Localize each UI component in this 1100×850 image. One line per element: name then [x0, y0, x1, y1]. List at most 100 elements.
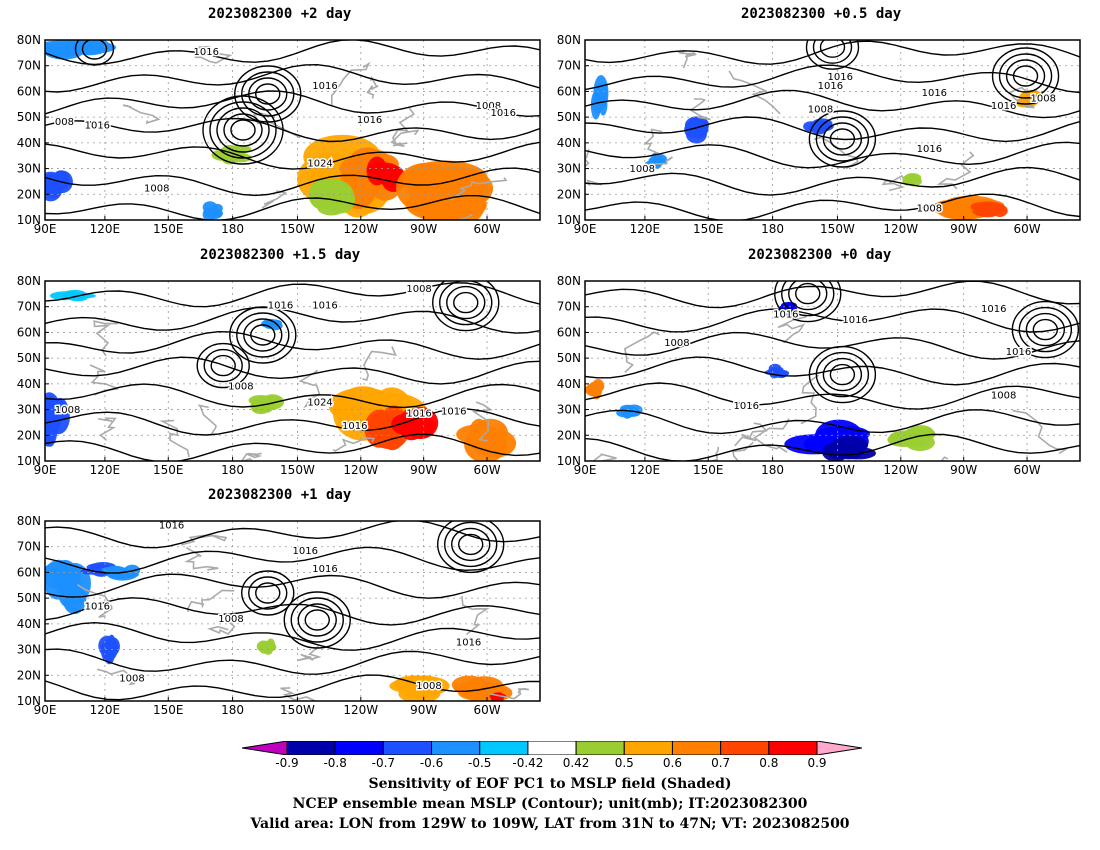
- mslp-contour: [45, 408, 540, 436]
- mslp-contour: [45, 383, 540, 409]
- sensitivity-shade: [970, 202, 996, 210]
- pressure-center-contour: [241, 570, 295, 616]
- mslp-contour: [45, 117, 540, 143]
- pressure-center-contour: [774, 281, 842, 323]
- pressure-center-contour: [1032, 318, 1059, 341]
- panel-title-1: 2023082300 +2 day: [208, 6, 352, 22]
- contour-label: 1008: [119, 674, 144, 685]
- lon-tick-label: 150W: [280, 222, 315, 236]
- coastline: [240, 452, 263, 461]
- coastline: [753, 418, 790, 453]
- contour-label: 008: [55, 117, 74, 128]
- sensitivity-shade: [45, 562, 71, 589]
- pressure-center-contour: [815, 351, 870, 398]
- pressure-center-contour: [451, 527, 491, 562]
- pressure-center-contour: [808, 345, 877, 404]
- colorbar-swatch: [623, 741, 673, 755]
- lat-tick-label: 70N: [17, 59, 41, 73]
- contour-label: 1016: [828, 72, 853, 83]
- mslp-contour: [585, 89, 1080, 119]
- lat-tick-label: 70N: [557, 59, 581, 73]
- contour-label: 1016: [293, 546, 318, 557]
- sensitivity-shade: [991, 204, 1008, 217]
- contour-label: 1008: [917, 203, 942, 214]
- lon-tick-label: 120E: [90, 463, 121, 477]
- contour-label: 1016: [406, 408, 431, 419]
- contour-label: 1008: [416, 681, 441, 692]
- lon-tick-label: 120W: [883, 463, 918, 477]
- pressure-center-contour: [795, 282, 821, 305]
- mslp-contour: [45, 621, 540, 651]
- lon-tick-label: 90E: [34, 222, 57, 236]
- pressure-center-contour: [822, 357, 863, 392]
- lat-tick-label: 10N: [17, 454, 41, 468]
- pressure-center-contour: [1018, 306, 1073, 353]
- pressure-center-contour: [781, 281, 835, 317]
- contour-label: 1008: [991, 390, 1016, 401]
- coastline: [732, 441, 754, 461]
- lon-tick-label: 120W: [883, 222, 918, 236]
- pressure-center-contour: [81, 40, 108, 60]
- pressure-center-contour: [283, 591, 351, 649]
- lon-tick-label: 120E: [630, 222, 661, 236]
- colorbar-swatch: [334, 741, 384, 755]
- lon-tick-label: 120E: [90, 703, 121, 717]
- mslp-contour: [45, 433, 540, 461]
- lat-tick-label: 10N: [557, 454, 581, 468]
- lon-tick-label: 180: [221, 222, 244, 236]
- colorbar-swatch: [768, 741, 818, 755]
- colorbar: [242, 741, 862, 755]
- coastline: [298, 369, 321, 409]
- lat-tick-label: 50N: [17, 591, 41, 605]
- sensitivity-shade: [398, 684, 441, 701]
- coastline: [800, 374, 819, 425]
- pressure-center-contour: [829, 128, 856, 150]
- pressure-center-contour: [829, 363, 856, 386]
- lat-tick-label: 10N: [17, 213, 41, 227]
- lon-tick-label: 120W: [343, 463, 378, 477]
- lon-tick-label: 120W: [343, 703, 378, 717]
- coastline: [331, 61, 371, 105]
- contour-label: 1016: [491, 108, 516, 119]
- pressure-center-contour: [446, 285, 486, 320]
- pressure-center-contour: [788, 281, 828, 311]
- coastline: [362, 346, 397, 381]
- lat-tick-label: 20N: [17, 187, 41, 201]
- sensitivity-shade: [589, 381, 598, 392]
- sensitivity-shade: [61, 40, 96, 53]
- lon-tick-label: 180: [761, 463, 784, 477]
- pressure-center-contour: [805, 40, 860, 70]
- coastline: [881, 174, 906, 192]
- contour-label: 1016: [922, 88, 947, 99]
- contour-label: 1016: [991, 101, 1016, 112]
- mslp-contour: [45, 674, 540, 701]
- map-frame: [584, 280, 1081, 462]
- contour-label: 1008: [1031, 94, 1056, 105]
- contour-label: 1008: [218, 614, 243, 625]
- lon-tick-label: 120W: [343, 222, 378, 236]
- contour-label: 1016: [357, 115, 382, 126]
- lat-tick-label: 10N: [557, 213, 581, 227]
- mslp-contour: [585, 308, 1080, 333]
- mslp-contour: [45, 167, 540, 197]
- mslp-contour: [585, 166, 1080, 196]
- contour-label: 1016: [312, 300, 337, 311]
- pressure-center-contour: [241, 71, 295, 117]
- pressure-center-contour: [223, 113, 263, 147]
- lat-tick-label: 80N: [17, 514, 41, 528]
- pressure-center-contour: [815, 116, 870, 162]
- coastline: [940, 456, 949, 461]
- lon-tick-label: 150W: [820, 463, 855, 477]
- colorbar-tick-label: 0.9: [807, 756, 827, 770]
- lat-tick-label: 60N: [557, 325, 581, 339]
- pressure-center-contour: [196, 342, 250, 389]
- colorbar-swatch: [671, 741, 722, 755]
- coastline: [633, 156, 674, 171]
- coastline: [159, 419, 190, 458]
- coastline: [728, 70, 781, 115]
- lon-tick-label: 150E: [693, 222, 724, 236]
- pressure-center-contour: [236, 312, 290, 358]
